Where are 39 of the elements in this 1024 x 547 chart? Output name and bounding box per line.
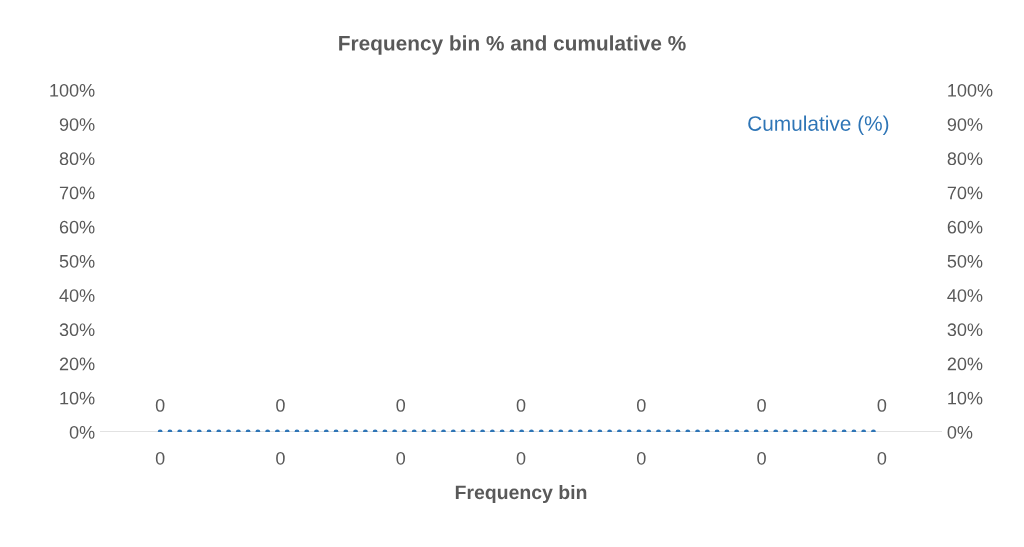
y2-tick-label: 0% bbox=[947, 425, 973, 439]
y-tick-label: 50% bbox=[59, 254, 95, 268]
y2-tick-label: 70% bbox=[947, 186, 983, 200]
y2-tick-label: 80% bbox=[947, 152, 983, 166]
data-label: 0 bbox=[636, 451, 646, 465]
x-tick-label: 0 bbox=[276, 398, 285, 412]
x-tick-label: 0 bbox=[516, 398, 526, 412]
x-tick-label: 0 bbox=[636, 398, 646, 412]
y-tick-label: 70% bbox=[59, 186, 95, 200]
y-tick-label: 80% bbox=[59, 152, 95, 166]
y2-tick-label: 90% bbox=[947, 118, 983, 131]
y-tick-label: 60% bbox=[59, 220, 95, 234]
data-label: 0 bbox=[757, 451, 766, 465]
y-tick-label: 10% bbox=[60, 391, 95, 405]
data-label: 0 bbox=[516, 451, 526, 465]
y-tick-label: 90% bbox=[59, 118, 95, 131]
y-tick-label: 30% bbox=[59, 323, 95, 337]
data-label: 0 bbox=[877, 451, 887, 465]
y2-tick-label: 100% bbox=[948, 83, 993, 97]
x-tick-label: 0 bbox=[155, 398, 165, 412]
text: Cumulative (%) bbox=[748, 115, 889, 135]
x-tick-label: 0 bbox=[877, 398, 887, 412]
y2-tick-label: 20% bbox=[947, 357, 983, 371]
data-label: 0 bbox=[155, 451, 165, 465]
y2-tick-label: 60% bbox=[947, 220, 983, 234]
y2-tick-label: 10% bbox=[948, 391, 983, 405]
y-tick-label: 0% bbox=[69, 425, 95, 439]
chart-title: Frequency bin % and cumulative % bbox=[339, 35, 686, 55]
y2-tick-label: 30% bbox=[947, 323, 983, 337]
y-tick-label: 100% bbox=[50, 83, 95, 97]
data-label: 0 bbox=[276, 451, 285, 465]
x-tick-label: 0 bbox=[757, 398, 766, 412]
y-tick-label: 40% bbox=[59, 289, 95, 302]
y2-tick-label: 40% bbox=[947, 289, 983, 302]
y2-tick-label: 50% bbox=[947, 254, 983, 268]
y-tick-label: 20% bbox=[59, 357, 95, 371]
data-label: 0 bbox=[396, 451, 406, 465]
x-tick-label: 0 bbox=[396, 398, 406, 412]
x-axis-title: Frequency bin bbox=[455, 484, 587, 504]
